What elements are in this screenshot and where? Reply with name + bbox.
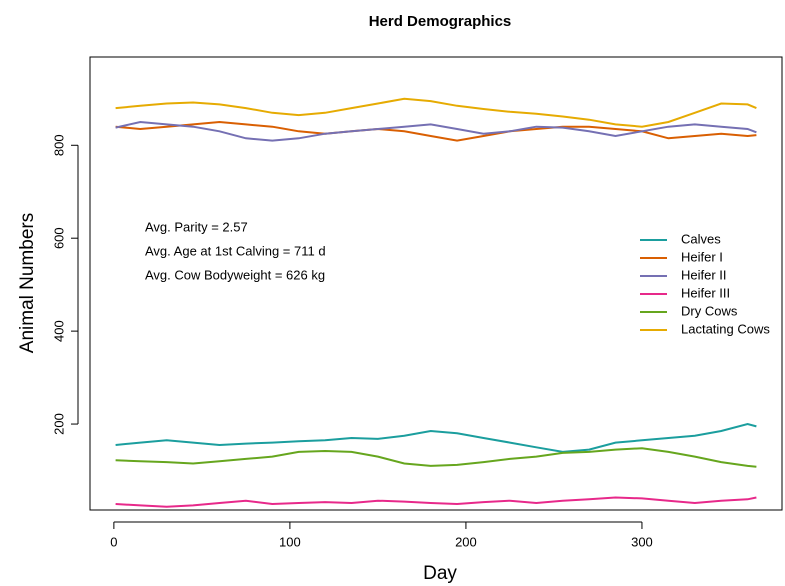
legend-label: Heifer III — [681, 285, 730, 300]
y-tick-label: 800 — [51, 134, 66, 156]
annotation: Avg. Cow Bodyweight = 626 kg — [145, 267, 325, 282]
x-tick-label: 300 — [631, 534, 653, 549]
y-tick-label: 200 — [51, 413, 66, 435]
y-tick-label: 400 — [51, 320, 66, 342]
series-line — [115, 447, 757, 468]
series-line — [115, 120, 757, 142]
series-line — [115, 422, 757, 453]
x-tick-label: 0 — [110, 534, 117, 549]
x-tick-label: 200 — [455, 534, 477, 549]
legend-label: Heifer II — [681, 267, 727, 282]
legend-label: Lactating Cows — [681, 321, 770, 336]
annotation: Avg. Age at 1st Calving = 711 d — [145, 243, 326, 258]
series-line — [115, 120, 757, 142]
annotation: Avg. Parity = 2.57 — [145, 219, 248, 234]
y-tick-label: 600 — [51, 227, 66, 249]
y-axis-title: Animal Numbers — [17, 213, 38, 353]
x-axis-title: Day — [423, 563, 457, 584]
series-line — [115, 97, 757, 128]
legend-label: Calves — [681, 231, 721, 246]
x-tick-label: 100 — [279, 534, 301, 549]
legend-label: Heifer I — [681, 249, 723, 264]
chart-title: Herd Demographics — [369, 13, 512, 30]
legend-label: Dry Cows — [681, 303, 738, 318]
plot-frame — [89, 56, 783, 511]
series-line — [115, 496, 757, 508]
